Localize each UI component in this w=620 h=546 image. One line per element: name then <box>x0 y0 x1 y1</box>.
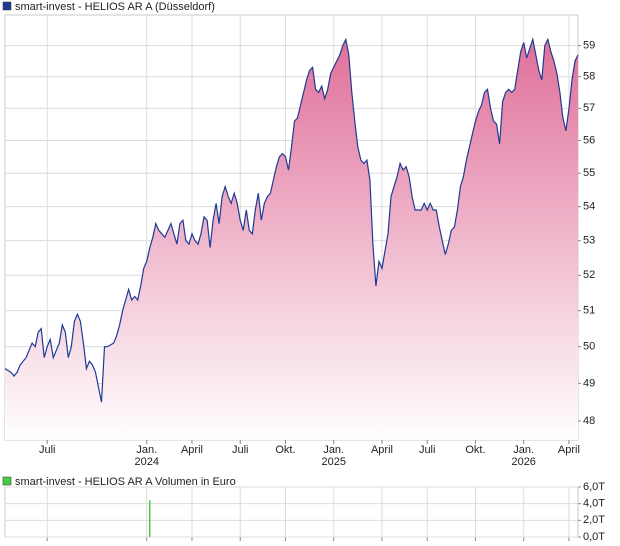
y-tick-label: 53 <box>583 235 595 247</box>
x-tick-label: Okt. <box>465 444 486 456</box>
y-tick-label: 52 <box>583 269 595 281</box>
x-tick-label: Juli <box>418 444 436 456</box>
y-tick-label: 58 <box>583 71 595 83</box>
y-tick-label: 0,0T <box>583 531 605 543</box>
legend-swatch <box>2 1 12 11</box>
plot-area <box>4 486 579 538</box>
x-tick-label: Jan. 2026 <box>511 444 536 468</box>
y-tick-label: 2,0T <box>583 514 605 526</box>
y-tick-label: 57 <box>583 102 595 114</box>
x-tick-label: April <box>180 444 203 456</box>
x-tick-label: Jan. 2025 <box>321 444 346 468</box>
y-tick-label: 54 <box>583 201 595 213</box>
y-tick-label: 51 <box>583 305 595 317</box>
y-tick-label: 4,0T <box>583 498 605 510</box>
legend-swatch <box>2 476 12 486</box>
x-tick-label: Okt. <box>275 444 296 456</box>
x-tick-label: Jan. 2024 <box>134 444 159 468</box>
volume-bar <box>149 500 151 537</box>
price-line <box>4 37 579 403</box>
x-tick-label: April <box>370 444 393 456</box>
area-fill <box>5 39 578 441</box>
y-tick-label: 50 <box>583 341 595 353</box>
volume-title: smart-invest - HELIOS AR A Volumen in Eu… <box>15 476 236 488</box>
x-tick-label: Juli <box>38 444 56 456</box>
y-tick-label: 59 <box>583 39 595 51</box>
y-tick-label: 55 <box>583 167 595 179</box>
y-tick-label: 56 <box>583 134 595 146</box>
chart-title: smart-invest - HELIOS AR A (Düsseldorf) <box>15 1 215 13</box>
y-tick-label: 6,0T <box>583 481 605 493</box>
y-tick-label: 49 <box>583 377 595 389</box>
y-tick-label: 48 <box>583 415 595 427</box>
x-tick-label: April <box>557 444 580 456</box>
x-tick-label: Juli <box>231 444 249 456</box>
